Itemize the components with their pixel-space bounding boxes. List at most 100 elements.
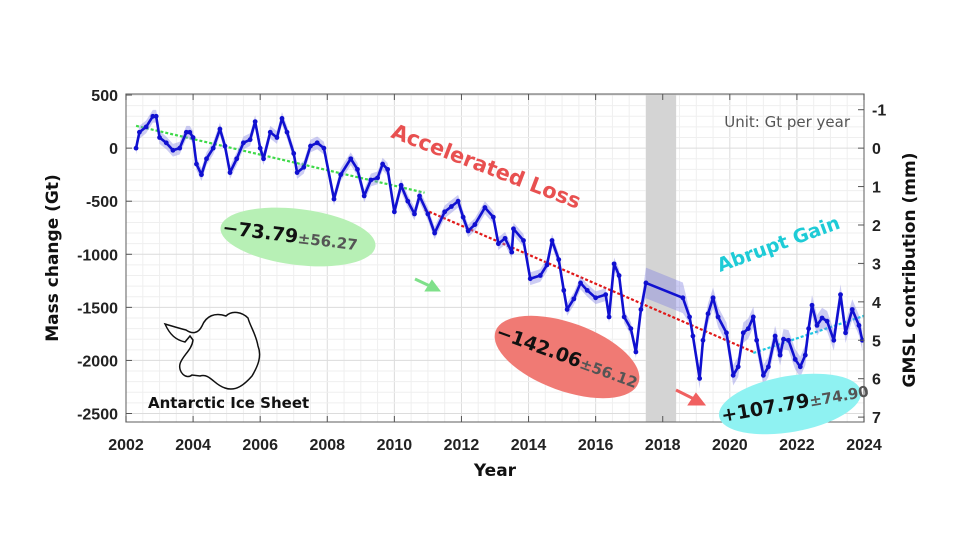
y-right-tick-label: 0: [872, 141, 881, 158]
data-point: [398, 182, 404, 188]
trend-line: [752, 314, 865, 355]
x-tick-label: 2012: [444, 437, 480, 454]
data-point: [809, 302, 815, 308]
rate-label-gain: +107.79±74.90: [718, 373, 870, 435]
data-point: [680, 295, 686, 301]
data-point: [754, 337, 760, 343]
y-tick-label: 0: [109, 141, 118, 158]
data-point: [856, 323, 862, 328]
data-point: [247, 137, 253, 143]
data-point: [735, 364, 741, 370]
mass-series-points: [133, 113, 865, 381]
data-point: [814, 323, 820, 328]
data-point: [455, 198, 461, 204]
plot-frame: [125, 93, 865, 423]
data-point: [153, 113, 159, 119]
trend-lines: [135, 124, 865, 355]
data-point: [495, 241, 501, 247]
data-point: [606, 314, 612, 320]
y-tick-label: -2000: [77, 353, 118, 370]
arrow-red: [675, 388, 707, 406]
data-point: [465, 228, 471, 234]
data-point: [199, 172, 204, 178]
data-point: [217, 126, 223, 132]
data-point: [849, 307, 855, 312]
data-point: [616, 273, 622, 278]
x-tick-label: 2020: [712, 437, 748, 454]
y-right-tick-label: -1: [872, 103, 886, 120]
data-point: [143, 124, 149, 130]
data-point: [385, 166, 391, 172]
data-gap-band: [645, 94, 677, 422]
data-point: [338, 172, 344, 178]
data-point: [831, 337, 837, 343]
y-axis-label: Mass change (Gt): [43, 174, 63, 342]
data-point: [745, 326, 751, 331]
data-point: [417, 193, 422, 199]
y-right-tick-label: 6: [872, 372, 881, 389]
data-point: [380, 161, 386, 167]
data-point: [267, 129, 273, 135]
data-point: [765, 364, 771, 370]
y-tick-label: -500: [86, 194, 118, 211]
unit-note: Unit: Gt per year: [724, 113, 851, 131]
y-right-tick-label: 2: [872, 218, 881, 235]
data-point: [222, 143, 228, 149]
data-point: [628, 326, 634, 331]
data-point: [133, 145, 139, 151]
data-point: [241, 140, 246, 146]
y-right-tick-label: 3: [872, 256, 881, 273]
x-tick-label: 2014: [511, 437, 547, 454]
data-point: [331, 196, 337, 202]
data-point: [137, 129, 142, 135]
trend-line: [135, 124, 425, 194]
data-point: [715, 314, 721, 320]
x-tick-label: 2018: [645, 437, 681, 454]
data-point: [442, 209, 448, 215]
data-point: [509, 249, 515, 255]
data-point: [361, 193, 367, 199]
data-point: [643, 280, 649, 286]
data-point: [838, 292, 843, 298]
data-point: [819, 315, 825, 321]
x-tick-label: 2016: [578, 437, 614, 454]
data-point: [291, 151, 297, 156]
data-point: [750, 314, 756, 320]
data-point: [740, 330, 746, 336]
data-point: [375, 175, 380, 181]
data-point: [633, 349, 639, 355]
y-right-tick-label: 1: [872, 180, 881, 197]
data-point: [472, 222, 478, 227]
y-tick-label: 500: [91, 88, 118, 105]
x-tick-label: 2006: [242, 437, 278, 454]
data-point: [584, 287, 590, 293]
data-point: [460, 214, 466, 220]
antarctica-outline-icon: [163, 311, 261, 390]
data-point: [611, 261, 617, 267]
data-point: [210, 145, 216, 151]
data-point: [797, 364, 803, 370]
data-point: [772, 333, 778, 339]
data-point: [425, 211, 431, 217]
data-point: [843, 330, 848, 336]
data-point: [549, 238, 555, 243]
data-point: [183, 129, 189, 135]
data-point: [724, 330, 729, 336]
data-point: [502, 235, 508, 241]
data-point: [482, 205, 488, 210]
data-point: [234, 156, 240, 162]
data-point: [521, 238, 526, 243]
data-point: [781, 336, 786, 342]
data-point: [511, 226, 516, 232]
data-point: [792, 356, 798, 362]
rate-label-early: −73.79±56.27: [220, 207, 376, 267]
data-point: [261, 156, 266, 162]
data-point: [690, 333, 696, 339]
y-axis-right-label: GMSL contribution (mm): [900, 153, 920, 388]
data-point: [700, 337, 706, 343]
uncertainty-band: [136, 109, 863, 389]
data-point: [405, 198, 411, 204]
data-point: [448, 204, 454, 209]
y-right-tick-label: 5: [872, 333, 881, 350]
